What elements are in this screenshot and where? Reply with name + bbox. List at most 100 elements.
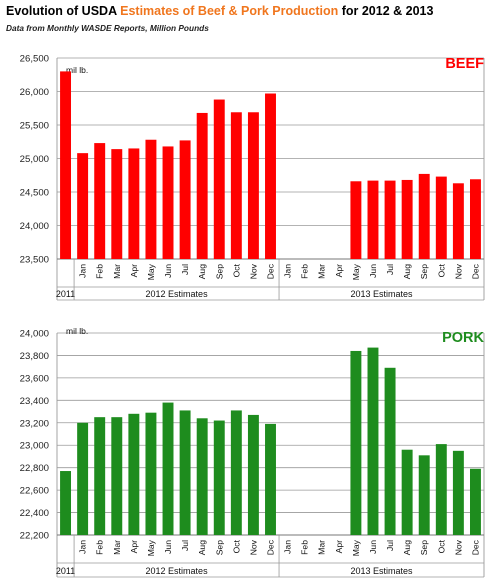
x-tick-label: Sep [214,264,224,280]
bar [145,412,157,535]
x-tick-label: Nov [248,263,258,279]
x-tick-label: Mar [317,540,327,555]
x-tick-label: Feb [95,264,105,279]
bar [401,179,413,259]
x-tick-label: Jul [385,264,395,275]
chart-subtitle: Data from Monthly WASDE Reports, Million… [6,23,209,33]
bar [247,414,259,535]
bar [384,180,396,259]
x-tick-label: Mar [112,540,122,555]
bar [60,471,72,535]
x-tick-label: Jun [163,264,173,278]
x-tick-label: Jan [78,540,88,554]
x-tick-label: Sep [214,540,224,556]
bar [418,173,430,259]
bar [162,146,174,259]
x-tick-label: Dec [266,263,276,279]
y-tick-label: 23,400 [20,396,49,407]
bar [350,350,362,535]
bar [128,413,140,535]
x-tick-label: Nov [453,539,463,555]
y-tick-label: 23,500 [20,255,49,266]
x-tick-label: Dec [470,539,480,555]
x-tick-label: Apr [334,264,344,278]
bar [213,99,225,259]
x-tick-label: Apr [129,540,139,554]
x-tick-label: Jul [385,540,395,551]
x-tick-label: Apr [129,264,139,278]
x-tick-label: Sep [419,540,429,556]
x-tick-label: Aug [197,540,207,556]
x-tick-label: Sep [419,264,429,280]
x-tick-label: Nov [453,263,463,279]
x-tick-label: Nov [248,539,258,555]
bar [111,417,123,535]
group-label: 2012 Estimates [146,566,209,576]
x-tick-label: Apr [334,540,344,554]
bar [469,179,481,259]
y-tick-label: 24,000 [20,329,49,340]
x-tick-label: Jan [78,264,88,278]
title-highlight: Estimates of Beef & Pork Production [120,4,339,18]
y-tick-label: 24,500 [20,188,49,199]
bar [128,148,140,259]
bar [77,153,89,259]
chart-title: Evolution of USDA Estimates of Beef & Po… [6,4,433,18]
x-tick-label: Dec [470,263,480,279]
bar [469,468,481,535]
unit-label: mil lb. [66,326,88,336]
bar [452,450,464,535]
bar [196,418,208,535]
group-label: 2013 Estimates [350,289,413,299]
bar [401,449,413,535]
bar [213,420,225,535]
x-tick-label: Feb [300,264,310,279]
group-label: 2011 [56,566,75,576]
bar [435,176,447,259]
x-tick-label: Oct [231,539,241,553]
x-tick-label: Mar [317,264,327,279]
bar [435,444,447,535]
bar [179,410,191,535]
bar [230,410,242,535]
bar [77,422,89,535]
x-tick-label: Mar [112,264,122,279]
bar [384,367,396,535]
x-tick-label: May [351,539,361,556]
y-tick-label: 26,000 [20,87,49,98]
x-tick-label: Jan [283,540,293,554]
x-tick-label: Feb [95,540,105,555]
bar [111,149,123,259]
x-tick-label: May [351,263,361,280]
bar [230,112,242,260]
x-tick-label: May [146,263,156,280]
y-tick-label: 23,800 [20,351,49,362]
bar [94,417,106,535]
y-tick-label: 24,000 [20,221,49,232]
x-tick-label: Jan [283,264,293,278]
bar [452,183,464,259]
bar [94,143,106,259]
y-tick-label: 26,500 [20,54,49,65]
y-tick-label: 22,600 [20,486,49,497]
bar [418,455,430,535]
x-tick-label: Aug [402,540,412,556]
x-tick-label: May [146,539,156,556]
x-tick-label: Jun [163,540,173,554]
x-tick-label: Jul [180,264,190,275]
x-tick-label: Aug [402,264,412,280]
bar [265,93,276,259]
y-tick-label: 22,800 [20,463,49,474]
y-tick-label: 22,400 [20,508,49,519]
bar [196,112,208,259]
group-label: 2012 Estimates [146,289,209,299]
bar [162,402,174,535]
x-tick-label: Oct [231,263,241,277]
x-tick-label: Jul [180,540,190,551]
bar [367,347,379,535]
title-suffix: for 2012 & 2013 [338,4,434,18]
bar [350,181,362,259]
unit-label: mil lb. [66,65,88,75]
